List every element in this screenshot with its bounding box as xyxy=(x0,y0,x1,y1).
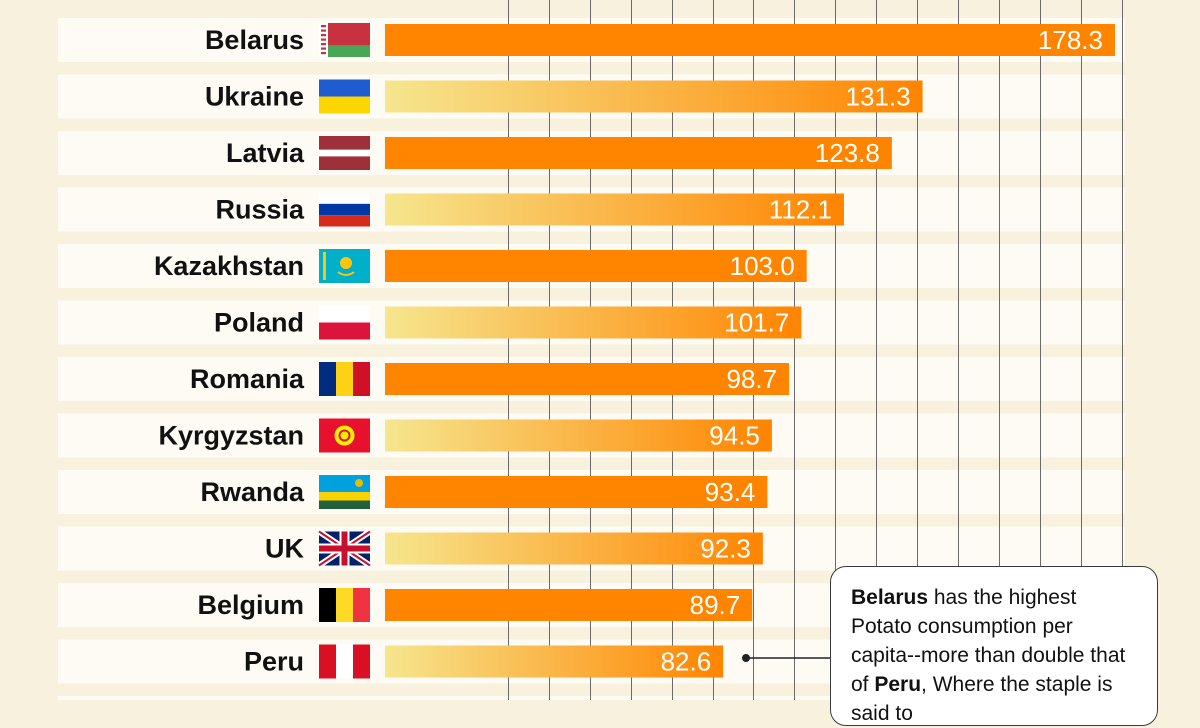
bar-row: Belgium 89.7 xyxy=(197,588,753,622)
bar xyxy=(385,137,892,169)
value-label: 89.7 xyxy=(690,590,741,620)
value-label: 94.5 xyxy=(709,421,760,451)
bar-chart: Belarus 178.3 Ukraine 131.3 Latvia 123.8 Russi… xyxy=(58,0,1125,700)
country-label: Kazakhstan xyxy=(154,251,304,281)
bar xyxy=(385,24,1115,56)
bar xyxy=(385,532,763,565)
bar-row: Romania 98.7 xyxy=(190,362,790,396)
value-label: 82.6 xyxy=(661,647,712,677)
country-label: Rwanda xyxy=(200,477,305,507)
russia-flag xyxy=(319,192,370,227)
bar-row: Belarus 178.3 xyxy=(205,23,1115,57)
value-label: 123.8 xyxy=(815,138,880,168)
country-label: UK xyxy=(265,534,304,564)
belgium-flag xyxy=(319,588,370,622)
ukraine-flag xyxy=(319,79,370,114)
kazakhstan-flag xyxy=(319,249,370,283)
kyrgyzstan-flag xyxy=(319,418,370,453)
value-label: 131.3 xyxy=(845,82,910,112)
country-label: Belarus xyxy=(205,25,304,55)
bar-row: Poland 101.7 xyxy=(214,305,802,340)
bar-row: Peru 82.6 xyxy=(244,644,724,679)
bar xyxy=(385,419,772,452)
poland-flag xyxy=(319,305,370,340)
row-band xyxy=(58,696,1125,700)
latvia-flag xyxy=(319,136,370,170)
bar-rows: Belarus 178.3 Ukraine 131.3 Latvia 123.8 Russi… xyxy=(154,23,1115,679)
rwanda-flag xyxy=(319,475,370,509)
bar xyxy=(385,363,790,395)
belarus-flag xyxy=(319,23,370,57)
country-label: Ukraine xyxy=(205,82,304,112)
bar-row: UK 92.3 xyxy=(265,529,763,568)
gridlines xyxy=(508,0,1123,700)
country-label: Poland xyxy=(214,308,304,338)
callout-text-1: has the highest Potato consumption per c… xyxy=(851,586,1126,696)
value-label: 178.3 xyxy=(1038,25,1103,55)
bar-row: Latvia 123.8 xyxy=(226,136,892,170)
bar-row: Ukraine 131.3 xyxy=(205,79,923,114)
value-label: 93.4 xyxy=(705,477,756,507)
callout-bold-belarus: Belarus xyxy=(851,586,929,609)
peru-flag xyxy=(319,644,370,679)
uk-flag xyxy=(317,529,372,568)
bar xyxy=(385,193,844,226)
value-label: 112.1 xyxy=(769,195,832,225)
country-label: Latvia xyxy=(226,138,305,168)
value-label: 92.3 xyxy=(700,534,751,564)
country-label: Peru xyxy=(244,647,304,677)
country-label: Belgium xyxy=(197,590,304,620)
callout-bold-peru: Peru xyxy=(874,673,922,696)
bar-row: Kyrgyzstan 94.5 xyxy=(158,418,772,453)
bar-row: Rwanda 93.4 xyxy=(200,475,768,509)
callout-note: Belarus has the highest Potato consumpti… xyxy=(830,566,1158,726)
country-label: Romania xyxy=(190,364,305,394)
callout-pointer xyxy=(742,654,832,662)
bar xyxy=(385,306,802,339)
value-label: 98.7 xyxy=(726,364,777,394)
bar xyxy=(385,476,768,508)
bar-row: Kazakhstan 103.0 xyxy=(154,249,807,283)
bar xyxy=(385,80,923,113)
romania-flag xyxy=(319,362,370,396)
callout-pointer-dot xyxy=(742,654,750,662)
bar xyxy=(385,589,753,621)
bar-row: Russia 112.1 xyxy=(215,192,844,227)
bar xyxy=(385,250,807,282)
bar xyxy=(385,645,724,678)
value-label: 103.0 xyxy=(730,251,795,281)
country-label: Kyrgyzstan xyxy=(158,421,304,451)
value-label: 101.7 xyxy=(724,308,789,338)
country-label: Russia xyxy=(215,195,305,225)
